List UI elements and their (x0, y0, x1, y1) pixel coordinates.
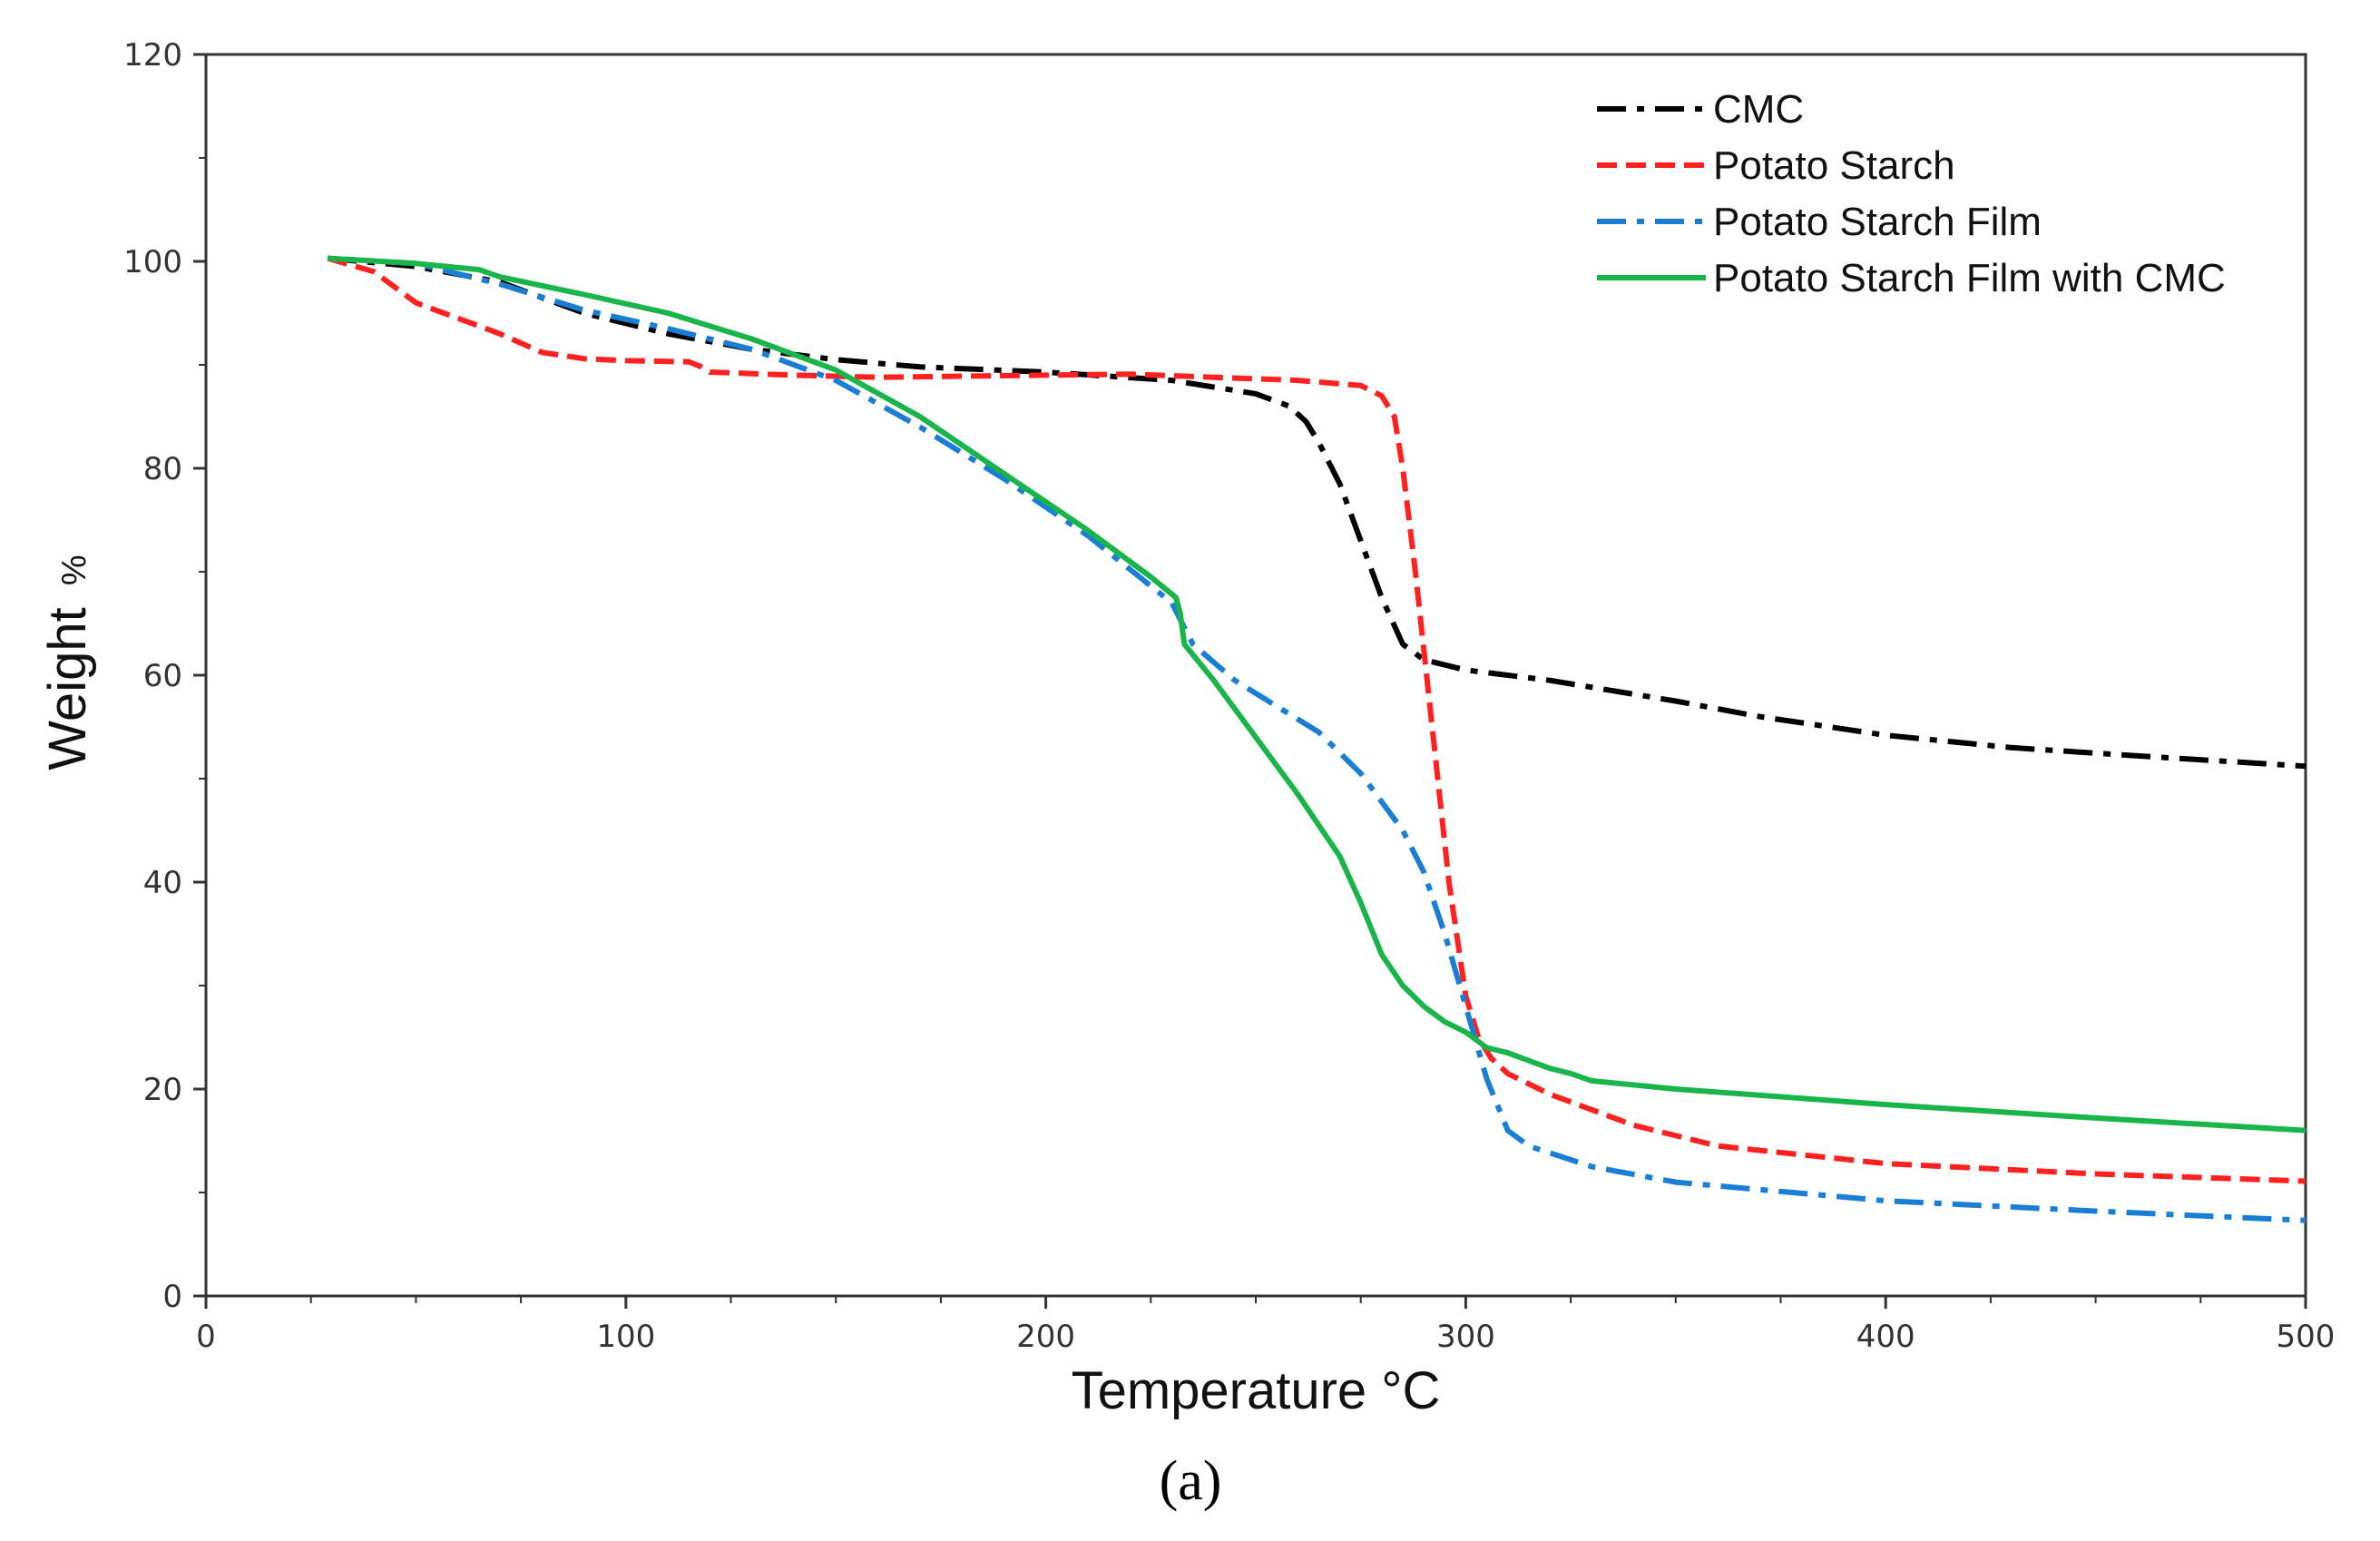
legend-label: CMC (1713, 87, 1804, 132)
x-tick-label: 400 (1856, 1319, 1915, 1355)
legend: CMC Potato Starch Potato Starch Film Potato… (1597, 87, 2226, 300)
y-tick-label: 40 (143, 865, 182, 901)
series-line-cmc (327, 255, 2307, 770)
axis-ticks: 0 100 200 300 400 500 0 20 40 60 80 100 120 (123, 37, 2335, 1355)
y-tick-label: 0 (162, 1279, 182, 1315)
y-axis-title-main: Weight (38, 607, 97, 770)
series-line-potato-starch-film (328, 255, 2307, 1223)
y-axis-title-unit: % (55, 555, 93, 585)
x-tick-label: 0 (196, 1319, 216, 1355)
figure-caption: (a) (1160, 1450, 1222, 1512)
y-axis-title: Weight % (38, 555, 97, 770)
plot-area (204, 53, 2307, 1298)
series-lines (327, 255, 2307, 1223)
x-tick-label: 100 (596, 1319, 655, 1355)
y-tick-label: 100 (123, 244, 182, 280)
x-tick-label: 500 (2277, 1319, 2336, 1355)
y-tick-label: 60 (143, 658, 182, 694)
series-line-potato-starch (327, 255, 2307, 1184)
legend-label: Potato Starch (1713, 143, 1955, 188)
y-tick-label: 120 (123, 37, 182, 74)
series-line-potato-starch-film-with-cmc (328, 255, 2307, 1134)
x-tick-label: 200 (1016, 1319, 1075, 1355)
y-tick-label: 80 (143, 451, 182, 487)
y-tick-label: 20 (143, 1072, 182, 1108)
legend-label: Potato Starch Film with CMC (1713, 256, 2226, 300)
x-tick-label: 300 (1436, 1319, 1495, 1355)
x-axis-title: Temperature °C (1072, 1361, 1441, 1420)
legend-label: Potato Starch Film (1713, 200, 2042, 244)
